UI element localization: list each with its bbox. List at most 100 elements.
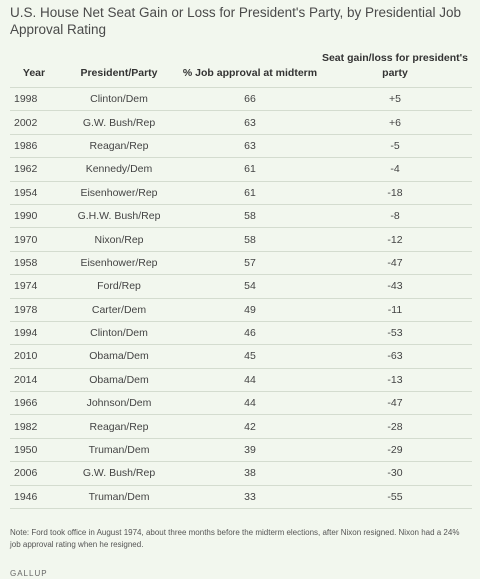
cell-seat-change: -53 [318, 320, 472, 345]
table-row: 1962 Kennedy/Dem 61 -4 [10, 157, 472, 182]
cell-year: 1994 [10, 320, 56, 345]
cell-president-party: Clinton/Dem [56, 320, 182, 345]
cell-job-approval: 44 [182, 391, 318, 415]
header-year: Year [22, 67, 46, 79]
cell-seat-change: -55 [318, 484, 472, 510]
cell-seat-change: -47 [318, 391, 472, 415]
cell-president-party: Kennedy/Dem [56, 157, 182, 182]
cell-seat-change: -12 [318, 227, 472, 252]
cell-president-party: Clinton/Dem [56, 86, 182, 111]
cell-year: 1986 [10, 133, 56, 158]
table-row: 1950 Truman/Dem 39 -29 [10, 437, 472, 462]
cell-president-party: Truman/Dem [56, 484, 182, 510]
cell-president-party: Reagan/Rep [56, 414, 182, 439]
cell-year: 1970 [10, 227, 56, 252]
cell-job-approval: 44 [182, 367, 318, 392]
cell-seat-change: -43 [318, 274, 472, 299]
cell-year: 1998 [10, 86, 56, 111]
table-row: 1998 Clinton/Dem 66 +5 [10, 86, 472, 111]
table-row: 1954 Eisenhower/Rep 61 -18 [10, 180, 472, 205]
cell-job-approval: 45 [182, 344, 318, 369]
cell-seat-change: -4 [318, 157, 472, 182]
cell-job-approval: 61 [182, 180, 318, 205]
chart-title: U.S. House Net Seat Gain or Loss for Pre… [10, 5, 462, 37]
cell-seat-change: -18 [318, 180, 472, 205]
cell-president-party: Eisenhower/Rep [56, 180, 182, 205]
cell-job-approval: 39 [182, 437, 318, 462]
table-row: 2006 G.W. Bush/Rep 38 -30 [10, 461, 472, 486]
table-body: 1998 Clinton/Dem 66 +5 2002 G.W. Bush/Rep 63 +6… [10, 86, 472, 510]
header-job-approval: % Job approval at midterm [182, 67, 318, 79]
cell-year: 1962 [10, 157, 56, 182]
cell-job-approval: 61 [182, 157, 318, 182]
footnote: Note: Ford took office in August 1974, a… [10, 528, 460, 549]
cell-seat-change: -5 [318, 133, 472, 158]
cell-year: 1954 [10, 180, 56, 205]
cell-seat-change: +5 [318, 86, 472, 111]
cell-seat-change: -13 [318, 367, 472, 392]
cell-president-party: G.W. Bush/Rep [56, 461, 182, 486]
table-row: 1982 Reagan/Rep 42 -28 [10, 414, 472, 439]
cell-seat-change: -11 [318, 297, 472, 322]
cell-seat-change: -30 [318, 461, 472, 486]
table-row: 2002 G.W. Bush/Rep 63 +6 [10, 110, 472, 135]
table-row: 1978 Carter/Dem 49 -11 [10, 297, 472, 322]
cell-year: 1958 [10, 250, 56, 275]
cell-job-approval: 33 [182, 484, 318, 510]
cell-job-approval: 63 [182, 133, 318, 158]
header-row: Year President/Party % Job approval at m… [10, 51, 472, 88]
table-row: 1990 G.H.W. Bush/Rep 58 -8 [10, 203, 472, 228]
cell-president-party: G.W. Bush/Rep [56, 110, 182, 135]
table-row: 1958 Eisenhower/Rep 57 -47 [10, 250, 472, 275]
cell-year: 1974 [10, 274, 56, 299]
table-row: 1994 Clinton/Dem 46 -53 [10, 320, 472, 345]
cell-job-approval: 46 [182, 320, 318, 345]
cell-job-approval: 58 [182, 227, 318, 252]
cell-year: 2014 [10, 367, 56, 392]
cell-president-party: Obama/Dem [56, 367, 182, 392]
cell-job-approval: 49 [182, 297, 318, 322]
table-row: 1986 Reagan/Rep 63 -5 [10, 133, 472, 158]
cell-year: 1978 [10, 297, 56, 322]
cell-president-party: Johnson/Dem [56, 391, 182, 415]
cell-president-party: G.H.W. Bush/Rep [56, 203, 182, 228]
cell-year: 1990 [10, 203, 56, 228]
cell-job-approval: 58 [182, 203, 318, 228]
cell-year: 1966 [10, 391, 56, 415]
table-row: 1970 Nixon/Rep 58 -12 [10, 227, 472, 252]
cell-job-approval: 57 [182, 250, 318, 275]
table-row: 1966 Johnson/Dem 44 -47 [10, 391, 472, 415]
cell-year: 1950 [10, 437, 56, 462]
gallup-brand: GALLUP [10, 569, 48, 578]
cell-year: 2002 [10, 110, 56, 135]
cell-seat-change: +6 [318, 110, 472, 135]
cell-president-party: Nixon/Rep [56, 227, 182, 252]
cell-president-party: Eisenhower/Rep [56, 250, 182, 275]
cell-seat-change: -47 [318, 250, 472, 275]
cell-year: 2010 [10, 344, 56, 369]
table-row: 2010 Obama/Dem 45 -63 [10, 344, 472, 369]
header-president-party: President/Party [80, 67, 158, 79]
cell-job-approval: 42 [182, 414, 318, 439]
cell-president-party: Obama/Dem [56, 344, 182, 369]
cell-president-party: Ford/Rep [56, 274, 182, 299]
cell-seat-change: -28 [318, 414, 472, 439]
cell-job-approval: 38 [182, 461, 318, 486]
table-row: 2014 Obama/Dem 44 -13 [10, 367, 472, 392]
table-row: 1974 Ford/Rep 54 -43 [10, 274, 472, 299]
cell-seat-change: -29 [318, 437, 472, 462]
cell-year: 1982 [10, 414, 56, 439]
cell-president-party: Reagan/Rep [56, 133, 182, 158]
header-seat-change: Seat gain/loss for president's party [321, 52, 469, 79]
cell-seat-change: -8 [318, 203, 472, 228]
cell-president-party: Truman/Dem [56, 437, 182, 462]
cell-year: 2006 [10, 461, 56, 486]
cell-job-approval: 66 [182, 86, 318, 111]
table-row: 1946 Truman/Dem 33 -55 [10, 484, 472, 510]
data-table: Year President/Party % Job approval at m… [10, 51, 472, 510]
cell-president-party: Carter/Dem [56, 297, 182, 322]
cell-job-approval: 54 [182, 274, 318, 299]
cell-job-approval: 63 [182, 110, 318, 135]
cell-seat-change: -63 [318, 344, 472, 369]
cell-year: 1946 [10, 484, 56, 510]
